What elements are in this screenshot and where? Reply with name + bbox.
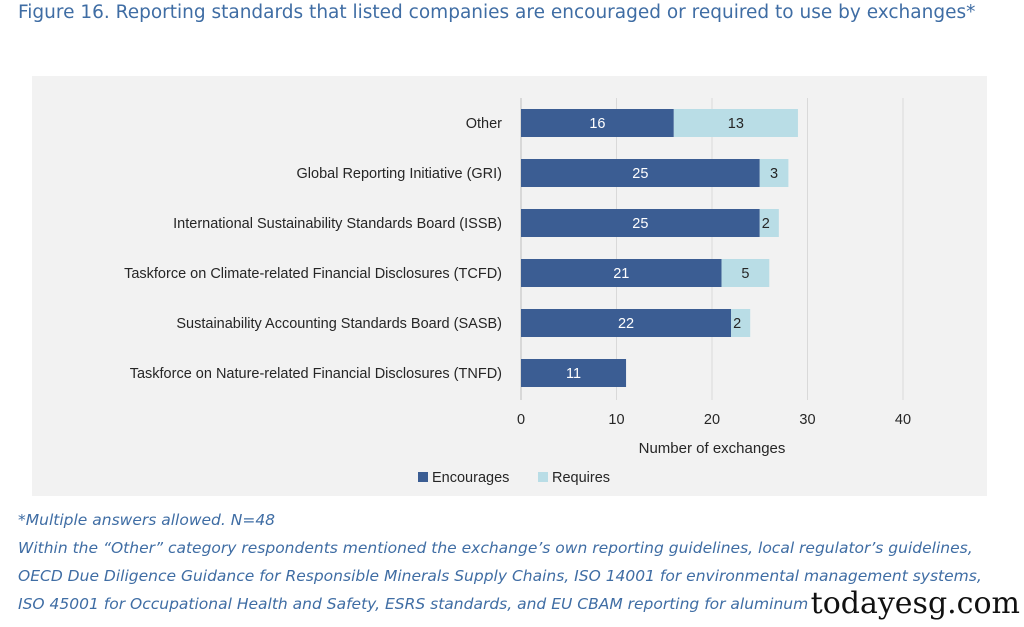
data-label: 21 [613, 266, 629, 282]
category-label: Global Reporting Initiative (GRI) [297, 166, 503, 182]
bar-requires [721, 259, 770, 287]
note-line-4: ISO 45001 for Occupational Health and Sa… [18, 595, 809, 613]
watermark-text: todayesg.com [810, 586, 1020, 621]
data-label: 22 [618, 316, 634, 332]
bar-encourages [521, 209, 760, 237]
category-label: International Sustainability Standards B… [173, 216, 502, 232]
x-tick-label: 30 [799, 412, 815, 428]
data-label: 25 [632, 166, 648, 182]
data-label: 3 [770, 166, 778, 182]
data-label: 11 [566, 366, 581, 382]
bar-requires [673, 109, 798, 137]
bar-encourages [521, 109, 674, 137]
x-tick-label: 20 [704, 412, 720, 428]
category-label: Other [466, 116, 502, 132]
data-label: 2 [733, 316, 741, 332]
bar-encourages [521, 359, 627, 387]
note-line-2: Within the “Other” category respondents … [18, 539, 973, 557]
bar-encourages [521, 309, 732, 337]
note-line-3: OECD Due Diligence Guidance for Responsi… [18, 567, 982, 585]
bar-requires [759, 209, 779, 237]
x-tick-label: 10 [608, 412, 624, 428]
data-label: 5 [741, 266, 749, 282]
bar-requires [759, 159, 789, 187]
category-label: Taskforce on Climate-related Financial D… [124, 266, 502, 282]
data-label: 2 [762, 216, 770, 232]
bar-encourages [521, 259, 722, 287]
legend-label: Encourages [432, 470, 509, 486]
category-label: Taskforce on Nature-related Financial Di… [130, 366, 502, 382]
data-label: 25 [632, 216, 648, 232]
chart-area [32, 76, 987, 496]
x-tick-label: 0 [517, 412, 525, 428]
legend-label: Requires [552, 470, 610, 486]
data-label: 16 [589, 116, 605, 132]
category-label: Sustainability Accounting Standards Boar… [176, 316, 502, 332]
legend-swatch-requires [538, 472, 548, 482]
legend-swatch-encourages [418, 472, 428, 482]
data-label: 13 [728, 116, 744, 132]
figure-notes: *Multiple answers allowed. N=48 Within t… [18, 506, 982, 618]
bar-encourages [521, 159, 760, 187]
x-axis-label: Number of exchanges [639, 440, 786, 457]
figure-title: Figure 16. Reporting standards that list… [18, 2, 976, 23]
note-line-1: *Multiple answers allowed. N=48 [18, 511, 276, 529]
bar-requires [731, 309, 751, 337]
x-tick-label: 40 [895, 412, 911, 428]
